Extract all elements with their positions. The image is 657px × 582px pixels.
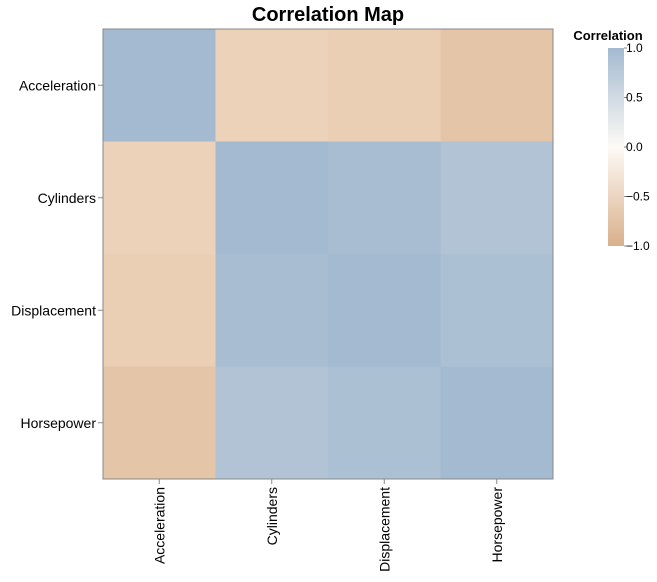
- heatmap-cell-cylinders-displacement: [328, 141, 441, 254]
- heatmap-cells: [102, 28, 554, 480]
- y-tick-label: Cylinders: [38, 190, 96, 206]
- legend-tick-label: −1.0: [626, 239, 650, 253]
- x-tick-label: Displacement: [376, 487, 392, 572]
- heatmap-cell-cylinders-cylinders: [215, 141, 328, 254]
- heatmap-cell-acceleration-cylinders: [215, 29, 328, 142]
- heatmap-cell-displacement-cylinders: [215, 254, 328, 367]
- legend-tick-label: 0.5: [626, 91, 643, 105]
- legend-ticks: 1.0 0.5 0.0 −0.5 −1.0: [624, 41, 650, 253]
- x-tick-label: Acceleration: [151, 487, 167, 564]
- heatmap-cell-displacement-displacement: [328, 254, 441, 367]
- x-axis: Acceleration Cylinders Displacement Horsepo…: [151, 479, 505, 572]
- heatmap-cell-horsepower-horsepower: [440, 366, 553, 479]
- y-axis: Acceleration Cylinders Displacement Horsepo…: [11, 77, 103, 431]
- heatmap-cell-horsepower-acceleration: [103, 366, 216, 479]
- legend-title: Correlation: [573, 28, 642, 43]
- y-tick-label: Displacement: [11, 302, 96, 318]
- legend-tick-label: −0.5: [626, 190, 650, 204]
- legend-tick-label: 1.0: [626, 41, 643, 55]
- legend-tick-label: 0.0: [626, 140, 643, 154]
- heatmap-cell-horsepower-displacement: [328, 366, 441, 479]
- heatmap-cell-acceleration-horsepower: [440, 29, 553, 142]
- y-tick-label: Acceleration: [19, 77, 96, 93]
- heatmap-cell-horsepower-cylinders: [215, 366, 328, 479]
- heatmap-cell-cylinders-acceleration: [103, 141, 216, 254]
- x-tick-label: Horsepower: [489, 487, 505, 563]
- heatmap-cell-cylinders-horsepower: [440, 141, 553, 254]
- heatmap-cell-acceleration-displacement: [328, 29, 441, 142]
- legend-gradient-bar: [608, 48, 624, 246]
- y-tick-label: Horsepower: [21, 415, 97, 431]
- chart-title: Correlation Map: [252, 4, 404, 26]
- heatmap-cell-displacement-horsepower: [440, 254, 553, 367]
- heatmap-cell-displacement-acceleration: [103, 254, 216, 367]
- plot-frame: [102, 28, 554, 480]
- heatmap-cell-acceleration-acceleration: [103, 29, 216, 142]
- color-legend: Correlation 1.0 0.5 0.0 −0.5 −1.0: [573, 28, 650, 253]
- x-tick-label: Cylinders: [264, 487, 280, 545]
